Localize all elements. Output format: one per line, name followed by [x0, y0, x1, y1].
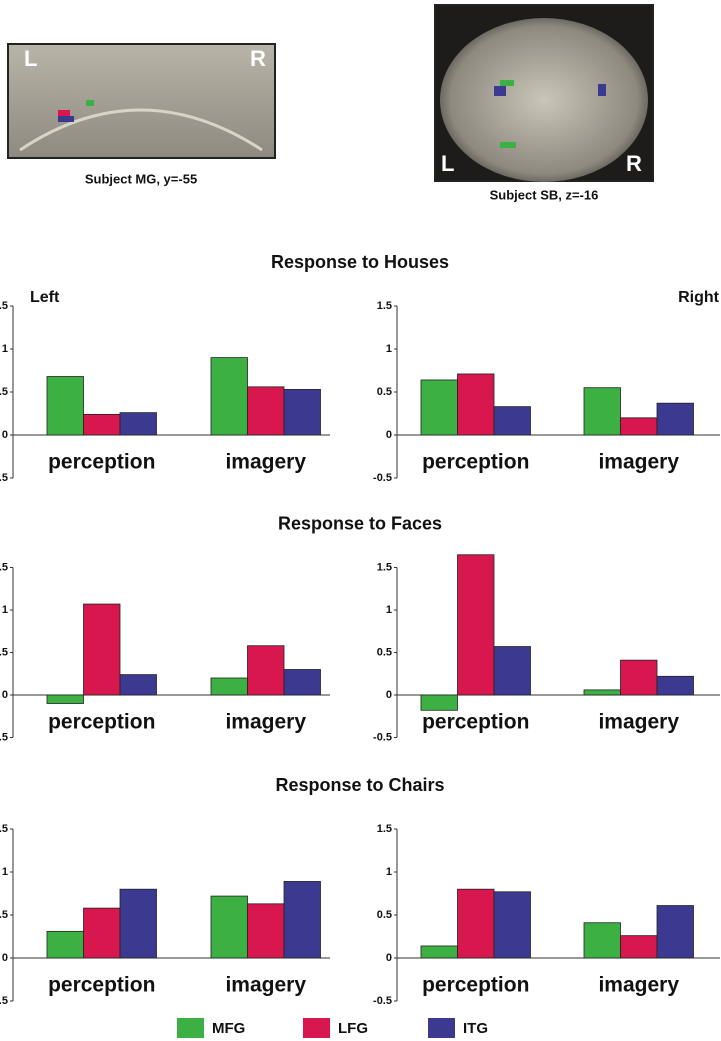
bar: [119, 888, 157, 959]
y-tick-label: -0.5: [373, 472, 392, 484]
y-tick-label: 0: [2, 689, 8, 701]
y-tick-label: -0.5: [373, 995, 392, 1007]
image-left-label: L: [441, 151, 454, 176]
chart-title: Response to Faces: [278, 513, 442, 533]
bar: [283, 389, 321, 436]
legend-swatch: [177, 1018, 204, 1038]
bar: [420, 945, 458, 959]
bar: [583, 922, 621, 959]
legend-label: LFG: [338, 1020, 368, 1037]
y-tick-label: -0.5: [373, 731, 392, 743]
bar: [457, 888, 495, 959]
x-tick-label: imagery: [598, 974, 679, 997]
brain-image: L R Subject SB, z=-16: [434, 4, 654, 202]
bar: [583, 387, 621, 436]
y-tick-label: 1.5: [377, 300, 392, 312]
y-tick-label: 0.5: [377, 646, 392, 658]
y-tick-label: 0.5: [377, 386, 392, 398]
bar: [283, 881, 321, 959]
y-tick-label: 1: [386, 343, 392, 355]
x-tick-label: imagery: [225, 711, 306, 734]
bar: [210, 677, 248, 696]
y-tick-label: 0: [386, 429, 392, 441]
y-tick-label: 0: [2, 952, 8, 964]
image-caption: Subject SB, z=-16: [490, 187, 599, 202]
bar: [493, 891, 531, 959]
bar: [457, 373, 495, 436]
x-tick-label: perception: [48, 451, 155, 474]
bar: [620, 659, 658, 696]
bar: [119, 674, 157, 696]
bar: [83, 603, 121, 696]
bar: [119, 412, 157, 436]
image-right-label: R: [250, 46, 266, 71]
y-tick-label: 1: [386, 604, 392, 616]
legend-swatch: [303, 1018, 330, 1038]
y-tick-label: 1: [386, 866, 392, 878]
panel-label: Left: [30, 289, 60, 306]
bar: [493, 646, 531, 696]
y-tick-label: 0: [386, 689, 392, 701]
bar: [420, 694, 458, 711]
y-tick-label: 0.5: [377, 909, 392, 921]
y-tick-label: 0.5: [0, 646, 8, 658]
bar: [46, 694, 84, 704]
legend-label: ITG: [463, 1020, 488, 1037]
y-tick-label: 1: [2, 604, 8, 616]
bar: [247, 386, 285, 436]
y-tick-label: 1.5: [0, 561, 8, 573]
bar: [83, 413, 121, 436]
x-tick-label: imagery: [598, 451, 679, 474]
y-tick-label: -0.5: [0, 995, 8, 1007]
bar: [583, 689, 621, 696]
x-tick-label: imagery: [225, 451, 306, 474]
y-tick-label: -0.5: [0, 472, 8, 484]
x-tick-label: perception: [48, 711, 155, 734]
x-tick-label: imagery: [598, 711, 679, 734]
y-tick-label: 0: [386, 952, 392, 964]
brain-image: L R Subject MG, y=-55: [7, 43, 276, 186]
bar: [493, 406, 531, 436]
bar: [656, 905, 694, 959]
y-tick-label: 1.5: [377, 561, 392, 573]
bar: [420, 379, 458, 436]
bar: [656, 675, 694, 696]
bar: [247, 645, 285, 696]
bar: [210, 357, 248, 436]
bar: [457, 554, 495, 696]
y-tick-label: 1: [2, 866, 8, 878]
image-right-label: R: [626, 151, 642, 176]
bar: [283, 669, 321, 696]
bar: [620, 935, 658, 959]
bar: [83, 907, 121, 959]
y-tick-label: 0.5: [0, 386, 8, 398]
y-tick-label: 1.5: [377, 823, 392, 835]
legend-swatch: [428, 1018, 455, 1038]
bar: [620, 417, 658, 436]
x-tick-label: perception: [422, 711, 529, 734]
x-tick-label: perception: [422, 974, 529, 997]
y-tick-label: 1.5: [0, 823, 8, 835]
bar: [46, 376, 84, 436]
y-tick-label: 0.5: [0, 909, 8, 921]
panel-label: Right: [678, 289, 720, 306]
chart-title: Response to Chairs: [275, 775, 444, 795]
bar: [247, 903, 285, 959]
image-caption: Subject MG, y=-55: [85, 171, 197, 186]
x-tick-label: perception: [48, 974, 155, 997]
image-left-label: L: [24, 46, 37, 71]
bar: [210, 895, 248, 959]
y-tick-label: -0.5: [0, 731, 8, 743]
x-tick-label: imagery: [225, 974, 306, 997]
x-tick-label: perception: [422, 451, 529, 474]
y-tick-label: 1.5: [0, 300, 8, 312]
y-tick-label: 0: [2, 429, 8, 441]
bar: [46, 930, 84, 959]
legend-label: MFG: [212, 1020, 245, 1037]
bar: [656, 402, 694, 436]
chart-title: Response to Houses: [271, 252, 449, 272]
y-tick-label: 1: [2, 343, 8, 355]
